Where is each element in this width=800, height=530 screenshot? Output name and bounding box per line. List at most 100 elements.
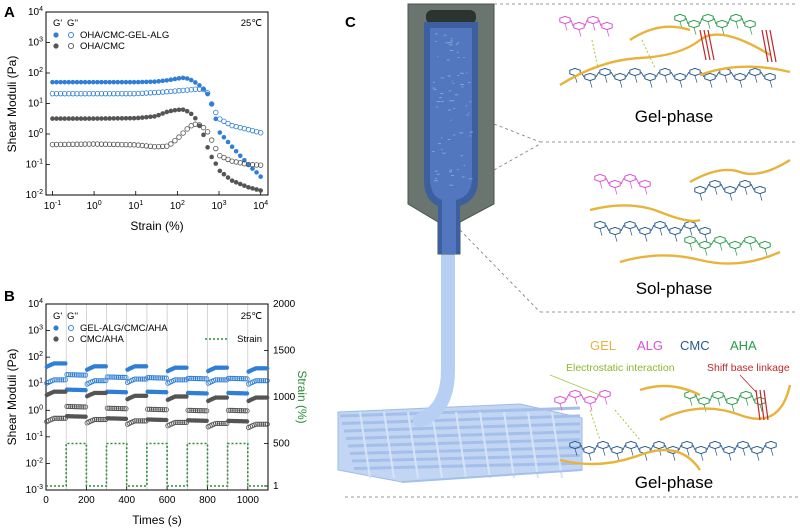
electrostatic-callout xyxy=(549,374,601,396)
sol-phase-network xyxy=(589,158,791,265)
glycosidic-bond xyxy=(620,177,625,185)
panel-b-data-point xyxy=(213,420,219,427)
panel-a-data-point xyxy=(58,116,63,121)
panel-b-y-tick-label: 10-1 xyxy=(26,431,43,443)
schiff-bond xyxy=(707,29,715,61)
sol-phase-label: Sol-phase xyxy=(636,279,713,298)
panel-a-legend-gdoubleprime: G'' xyxy=(67,18,78,29)
panel-b-y-axis-label: Shear Moduli (Pa) xyxy=(5,349,19,446)
panel-b-data-point xyxy=(81,372,87,378)
panel-b-data-point xyxy=(229,375,235,381)
ink-speckle xyxy=(449,100,451,102)
panel-b-data-point xyxy=(69,403,76,410)
sugar-ring xyxy=(688,19,700,29)
panel-a-data-point xyxy=(225,139,231,145)
panel-a-x-ticks: 10-1 100 101 102 103 104 xyxy=(44,191,268,212)
panel-b-data-point xyxy=(150,375,156,381)
panel-a-data-point xyxy=(61,90,68,97)
sugar-ring xyxy=(764,72,776,82)
extruded-filament xyxy=(413,245,455,427)
panel-a-data-point xyxy=(155,143,162,150)
panel-a-data-point xyxy=(160,111,165,116)
sugar-ring xyxy=(702,13,714,23)
panel-b-data-point xyxy=(216,420,222,427)
side-group xyxy=(769,80,773,88)
panel-a-data-point xyxy=(180,107,186,112)
panel-a-data-point xyxy=(53,141,60,148)
sugar-ring xyxy=(599,389,611,399)
panel-b-data-point xyxy=(53,415,59,421)
panel-b-data-point xyxy=(110,374,116,380)
panel-a-data-point xyxy=(209,154,214,160)
scaffold-filament xyxy=(351,453,581,463)
panel-a-data-point xyxy=(99,79,104,85)
panel-a-data-point xyxy=(257,162,264,168)
panel-a-data-point xyxy=(205,145,210,150)
side-group xyxy=(707,21,711,29)
panel-a-data-point xyxy=(66,116,72,121)
panel-a-data-point xyxy=(127,115,133,121)
panel-b-data-point xyxy=(143,364,149,369)
panel-a-data-point xyxy=(225,175,231,180)
side-group xyxy=(614,234,618,242)
ink-speckle xyxy=(463,57,465,58)
panel-a-data-point xyxy=(135,115,141,121)
ink-speckle xyxy=(434,89,437,90)
panel-b-x-tick-label: 0 xyxy=(43,495,49,506)
sugar-ring xyxy=(609,179,621,189)
ink-speckle xyxy=(456,51,459,53)
panel-b-data-point xyxy=(103,390,108,396)
side-group xyxy=(649,80,653,88)
ink-speckle xyxy=(466,114,469,116)
panel-a-data-point xyxy=(66,79,72,85)
zoom-connector-lines xyxy=(345,3,798,498)
panel-b-data-point xyxy=(137,418,144,424)
panel-a-data-point xyxy=(82,79,88,85)
ink-speckle xyxy=(453,108,455,109)
panel-b-data-point xyxy=(260,378,267,384)
panel-b-data-point xyxy=(159,375,166,381)
panel-b-data-point xyxy=(224,395,230,400)
panel-a-data-point xyxy=(253,162,260,168)
panel-b-data-point xyxy=(191,375,197,382)
panel-b-y2-tick-label: 500 xyxy=(273,439,290,450)
panel-a-data-point xyxy=(229,178,235,183)
panel-a-data-point xyxy=(78,79,84,85)
panel-b-data-point xyxy=(60,415,67,421)
panel-a-data-point xyxy=(208,137,215,143)
ink-speckle xyxy=(440,77,445,79)
panel-b-data-point xyxy=(123,416,129,422)
ink-speckle xyxy=(450,38,453,40)
panel-b-data-point xyxy=(83,414,88,419)
panel-b-data-point xyxy=(108,405,114,411)
glycosidic-bond xyxy=(735,183,740,191)
panel-b-data-point xyxy=(77,404,83,410)
panel-b-x-ticks: 0 200 400 600 800 1000 xyxy=(43,486,259,506)
panel-b-y2-tick-label: 2000 xyxy=(273,299,296,310)
gel-phase-bottom-label: Gel-phase xyxy=(635,473,713,492)
panel-a-y-tick-label: 10-1 xyxy=(26,159,43,171)
panel-a-data-point xyxy=(172,107,178,113)
panel-b-data-point xyxy=(121,406,127,412)
panel-b-data-point xyxy=(198,376,204,382)
side-group xyxy=(559,403,563,411)
sugar-ring xyxy=(694,185,706,195)
panel-b-data-point xyxy=(75,372,81,378)
panel-b-data-point xyxy=(108,374,114,380)
side-group xyxy=(629,228,633,236)
panel-b-data-point xyxy=(141,418,147,424)
panel-a-y-tick-label: 103 xyxy=(28,37,43,49)
panel-b-data-point xyxy=(55,415,61,421)
ink-speckle xyxy=(457,57,460,58)
panel-a-data-point xyxy=(155,89,162,95)
panel-b-y2-tick-label: 1000 xyxy=(273,392,296,403)
gel-phase-network-top xyxy=(559,13,791,88)
panel-a-data-point xyxy=(127,79,133,85)
glycosidic-bond xyxy=(740,239,745,246)
side-group xyxy=(714,448,718,456)
panel-a-data-point xyxy=(192,86,199,92)
side-group xyxy=(629,181,633,189)
glycosidic-bond xyxy=(650,444,654,451)
panel-a-data-point xyxy=(119,79,125,85)
panel-a-data-point xyxy=(70,116,76,121)
